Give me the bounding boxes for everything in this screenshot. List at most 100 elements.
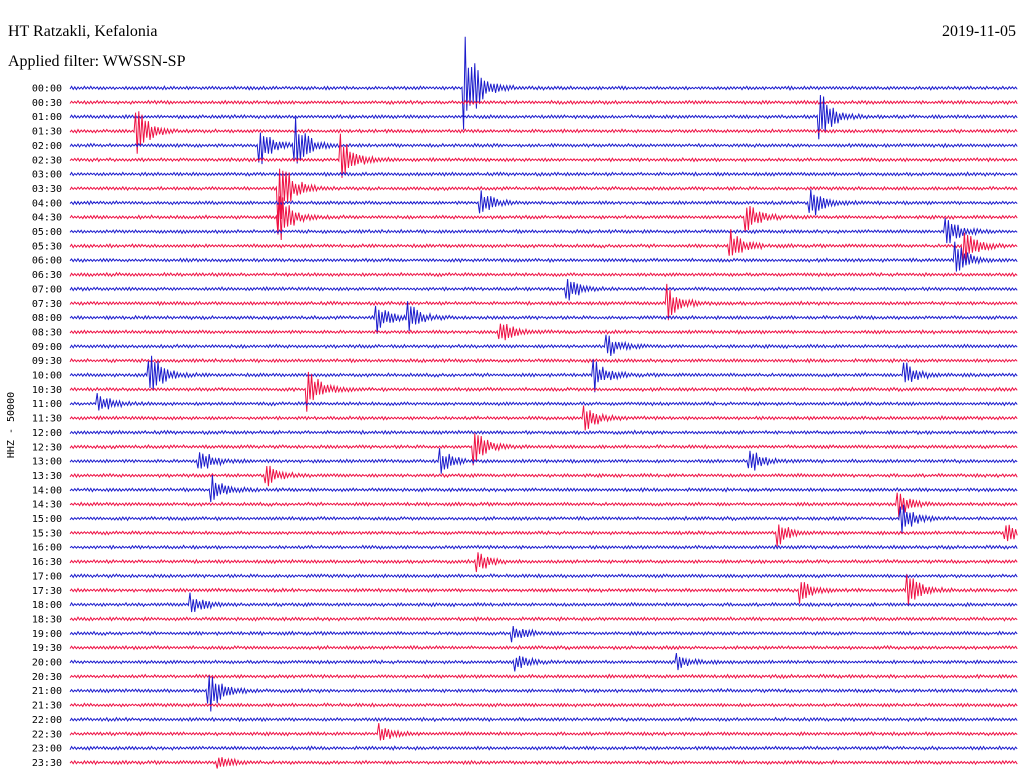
plot-date: 2019-11-05 [942, 23, 1016, 40]
row-label-2130: 21:30 [32, 701, 62, 712]
row-label-0000: 00:00 [32, 84, 62, 95]
trace-1000 [69, 355, 1018, 393]
row-label-1630: 16:30 [32, 557, 62, 568]
row-label-1230: 12:30 [32, 442, 62, 453]
row-label-0900: 09:00 [32, 342, 62, 353]
trace-0900 [69, 334, 1018, 356]
row-label-2300: 23:00 [32, 744, 62, 755]
row-label-0930: 09:30 [32, 356, 62, 367]
row-label-0030: 00:30 [32, 98, 62, 109]
row-label-2000: 20:00 [32, 658, 62, 669]
trace-1030 [69, 371, 1018, 412]
trace-1930 [69, 644, 1018, 651]
trace-0930 [69, 357, 1018, 364]
row-label-0830: 08:30 [32, 327, 62, 338]
row-label-1700: 17:00 [32, 571, 62, 582]
row-label-1030: 10:30 [32, 385, 62, 396]
row-label-0330: 03:30 [32, 184, 62, 195]
trace-2000 [69, 652, 1018, 672]
row-label-0130: 01:30 [32, 127, 62, 138]
trace-2230 [69, 723, 1018, 741]
trace-1530 [69, 524, 1018, 547]
trace-1330 [69, 465, 1018, 487]
trace-0630 [69, 271, 1018, 278]
row-label-1800: 18:00 [32, 600, 62, 611]
trace-0030 [69, 99, 1018, 106]
trace-1900 [69, 625, 1018, 643]
row-label-0800: 08:00 [32, 313, 62, 324]
row-label-2330: 23:30 [32, 758, 62, 769]
trace-0600 [69, 241, 1018, 272]
trace-1730 [69, 574, 1018, 607]
row-label-1400: 14:00 [32, 485, 62, 496]
trace-1500 [69, 504, 1018, 534]
row-label-0400: 04:00 [32, 198, 62, 209]
row-label-1100: 11:00 [32, 399, 62, 410]
row-label-0600: 06:00 [32, 256, 62, 267]
row-label-0530: 05:30 [32, 241, 62, 252]
trace-0500 [69, 217, 1018, 244]
trace-2030 [69, 673, 1018, 680]
trace-0400 [69, 189, 1018, 216]
trace-2330 [69, 757, 1018, 769]
filter-label: Applied filter: WWSSN-SP [8, 53, 186, 70]
trace-2200 [69, 716, 1018, 723]
row-label-0500: 05:00 [32, 227, 62, 238]
row-label-1830: 18:30 [32, 614, 62, 625]
trace-1600 [69, 544, 1018, 550]
row-label-0100: 01:00 [32, 112, 62, 123]
trace-1100 [69, 393, 1018, 411]
row-label-0430: 04:30 [32, 213, 62, 224]
row-label-2030: 20:30 [32, 672, 62, 683]
trace-1300 [69, 448, 1018, 474]
trace-1130 [69, 405, 1018, 431]
trace-group [69, 36, 1018, 769]
trace-0200 [69, 117, 1018, 165]
station-title: HT Ratzakli, Kefalonia [8, 23, 157, 40]
row-label-2100: 21:00 [32, 686, 62, 697]
trace-0330 [69, 168, 1018, 227]
row-label-0700: 07:00 [32, 284, 62, 295]
row-label-1600: 16:00 [32, 543, 62, 554]
trace-0800 [69, 301, 1018, 334]
row-label-0230: 02:30 [32, 155, 62, 166]
row-label-1500: 15:00 [32, 514, 62, 525]
trace-0130 [69, 111, 1018, 154]
row-label-1300: 13:00 [32, 457, 62, 468]
row-label-2230: 22:30 [32, 729, 62, 740]
row-label-1430: 14:30 [32, 500, 62, 511]
trace-0300 [69, 171, 1018, 178]
row-label-1530: 15:30 [32, 528, 62, 539]
row-label-1900: 19:00 [32, 629, 62, 640]
row-label-1000: 10:00 [32, 371, 62, 382]
row-label-0630: 06:30 [32, 270, 62, 281]
row-label-1930: 19:30 [32, 643, 62, 654]
trace-1230 [69, 433, 1018, 466]
row-label-0300: 03:00 [32, 170, 62, 181]
trace-1430 [69, 492, 1018, 518]
trace-0000 [69, 36, 1018, 130]
trace-2300 [69, 745, 1018, 752]
trace-0700 [69, 278, 1018, 301]
row-label-group: 00:00 00:30 01:00 01:30 02:00 02:30 03:00 03:30… [32, 84, 62, 769]
trace-0230 [69, 133, 1018, 178]
row-label-1330: 13:30 [32, 471, 62, 482]
trace-2130 [69, 702, 1018, 708]
trace-2100 [69, 675, 1018, 712]
trace-0730 [69, 283, 1018, 321]
row-label-2200: 22:00 [32, 715, 62, 726]
row-label-1200: 12:00 [32, 428, 62, 439]
row-label-1130: 11:30 [32, 414, 62, 425]
trace-1630 [69, 552, 1018, 573]
channel-label: HHZ - 50000 [6, 392, 17, 458]
trace-1200 [69, 429, 1018, 436]
trace-0830 [69, 323, 1018, 341]
trace-0430 [69, 196, 1018, 240]
trace-1400 [69, 475, 1018, 503]
row-label-1730: 17:30 [32, 586, 62, 597]
trace-1700 [69, 573, 1018, 579]
trace-1830 [69, 616, 1018, 622]
row-label-0200: 02:00 [32, 141, 62, 152]
row-label-0730: 07:30 [32, 299, 62, 310]
